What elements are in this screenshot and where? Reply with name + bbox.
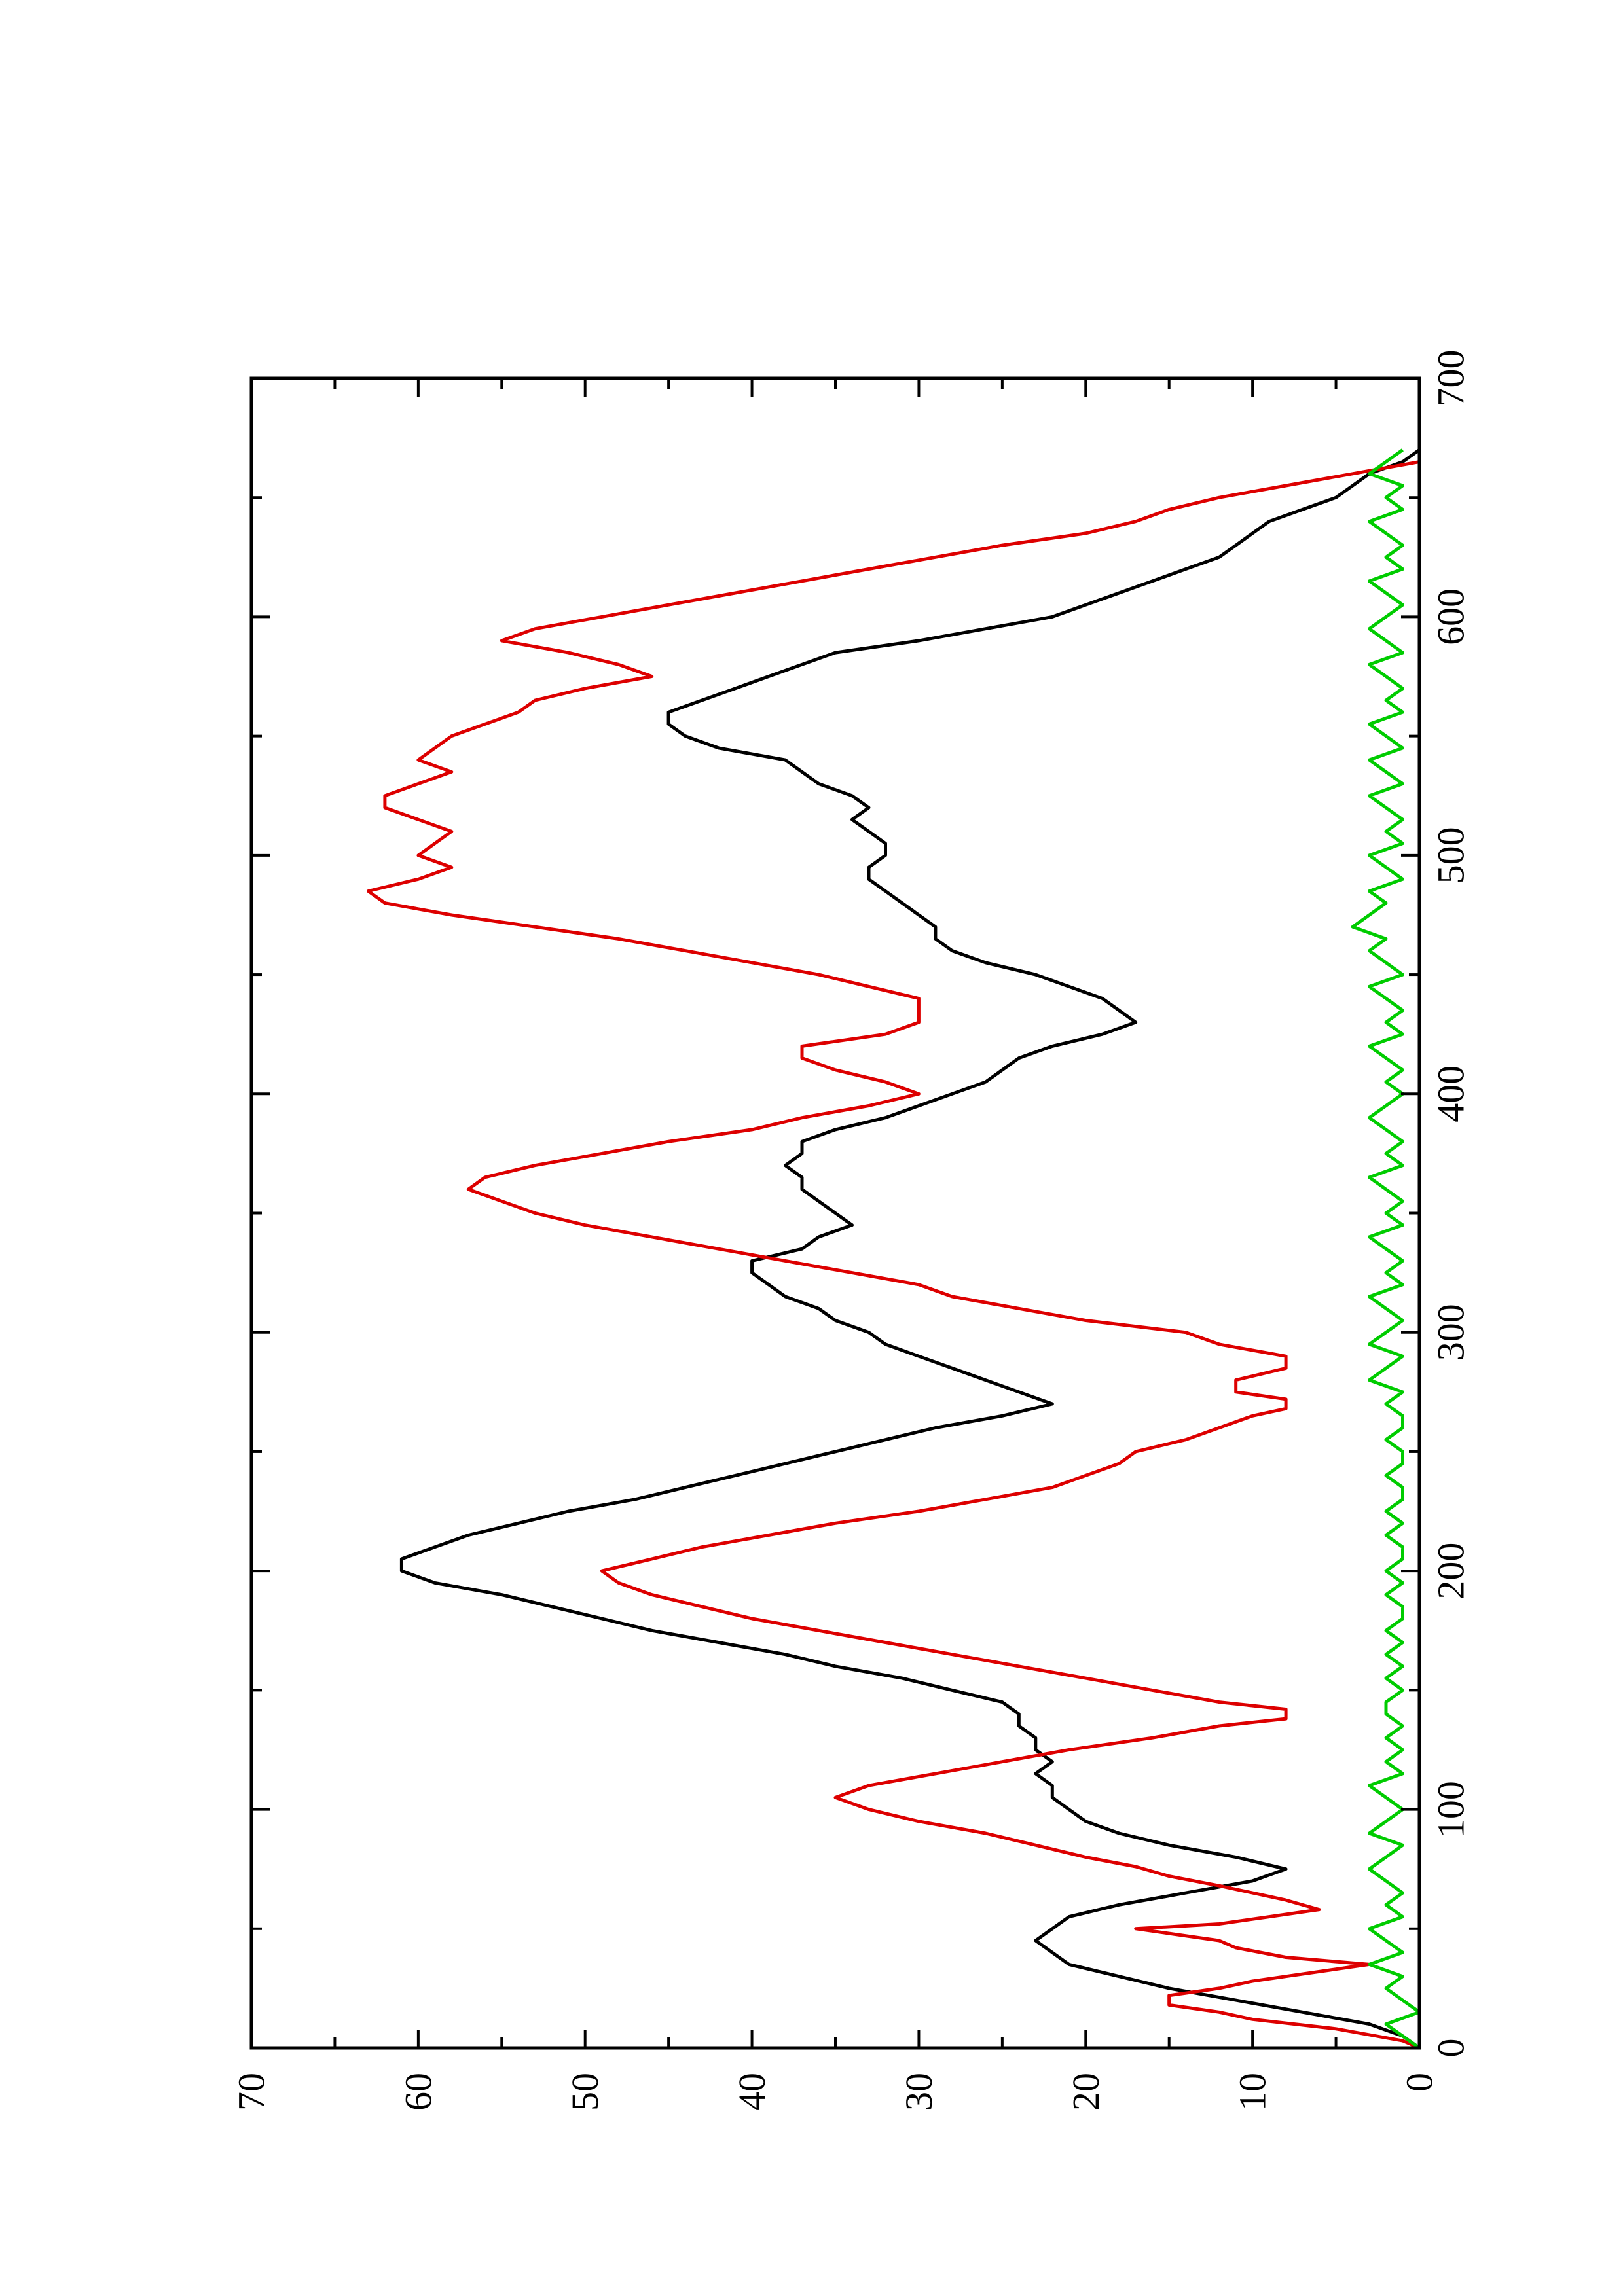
- y-tick-label: 0: [1398, 2073, 1441, 2092]
- x-tick-label: 0: [1430, 2039, 1472, 2058]
- x-tick-label: 500: [1430, 827, 1472, 884]
- y-tick-label: 60: [397, 2073, 439, 2111]
- x-tick-label: 600: [1430, 588, 1472, 645]
- y-tick-label: 10: [1231, 2073, 1274, 2111]
- tick-labels-layer: 0 100 200 300 400 500 600 700 0 10 20 30 40 50 60 70: [230, 350, 1472, 2111]
- x-tick-label: 700: [1430, 350, 1472, 407]
- series-layer: [366, 448, 1421, 2050]
- series-line-3: [1351, 448, 1421, 2050]
- y-tick-label: 50: [564, 2073, 606, 2111]
- x-tick-label: 100: [1430, 1781, 1472, 1838]
- x-tick-label: 400: [1430, 1066, 1472, 1122]
- series-line-2: [366, 460, 1420, 2050]
- plot-frame: [249, 376, 1421, 2050]
- x-tick-label: 200: [1430, 1543, 1472, 1600]
- y-tick-label: 40: [731, 2073, 773, 2111]
- x-tick-label: 300: [1430, 1304, 1472, 1361]
- series-line-1: [399, 448, 1421, 2050]
- y-tick-label: 70: [230, 2073, 273, 2111]
- y-tick-label: 30: [898, 2073, 940, 2111]
- y-tick-label: 20: [1065, 2073, 1107, 2111]
